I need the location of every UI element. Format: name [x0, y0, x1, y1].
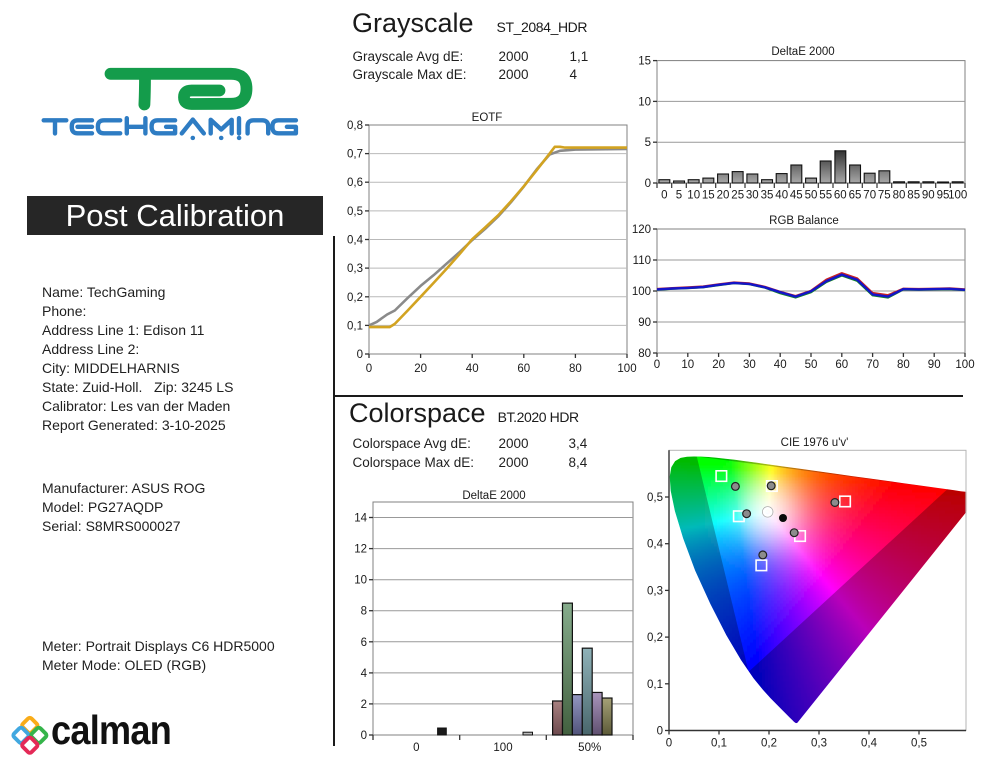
svg-text:20: 20 [712, 359, 725, 371]
svg-text:0,1: 0,1 [347, 320, 363, 332]
svg-text:8: 8 [361, 606, 367, 618]
svg-text:10: 10 [354, 575, 367, 587]
svg-text:0,8: 0,8 [347, 120, 363, 132]
svg-text:10: 10 [681, 359, 694, 371]
svg-text:0,6: 0,6 [347, 177, 363, 189]
svg-text:120: 120 [632, 224, 651, 236]
svg-text:80: 80 [897, 359, 910, 371]
svg-text:0,3: 0,3 [347, 263, 363, 275]
svg-text:80: 80 [638, 348, 651, 360]
svg-text:85: 85 [907, 190, 920, 202]
svg-text:10: 10 [638, 96, 651, 108]
svg-text:10: 10 [687, 190, 700, 202]
svg-text:70: 70 [866, 359, 879, 371]
svg-text:DeltaE 2000: DeltaE 2000 [462, 490, 525, 502]
svg-text:50%: 50% [578, 742, 601, 754]
svg-text:0: 0 [366, 363, 372, 375]
svg-text:0,2: 0,2 [347, 292, 363, 304]
svg-text:0: 0 [661, 190, 667, 202]
svg-text:50: 50 [805, 190, 818, 202]
svg-text:0,5: 0,5 [347, 206, 363, 218]
svg-text:35: 35 [761, 190, 774, 202]
svg-text:90: 90 [928, 359, 941, 371]
svg-text:80: 80 [569, 363, 582, 375]
svg-text:60: 60 [835, 359, 848, 371]
svg-text:0: 0 [357, 349, 363, 361]
svg-text:40: 40 [466, 363, 479, 375]
svg-text:0: 0 [654, 359, 660, 371]
svg-text:45: 45 [790, 190, 803, 202]
svg-text:40: 40 [774, 359, 787, 371]
svg-text:14: 14 [354, 513, 367, 525]
svg-text:0: 0 [645, 178, 651, 190]
svg-text:100: 100 [955, 359, 974, 371]
svg-text:EOTF: EOTF [472, 112, 503, 124]
svg-text:80: 80 [893, 190, 906, 202]
svg-text:CIE 1976 u'v': CIE 1976 u'v' [781, 437, 849, 449]
svg-text:65: 65 [849, 190, 862, 202]
svg-text:60: 60 [834, 190, 847, 202]
svg-text:15: 15 [702, 190, 715, 202]
svg-text:DeltaE 2000: DeltaE 2000 [771, 46, 834, 58]
svg-text:25: 25 [731, 190, 744, 202]
svg-text:40: 40 [775, 190, 788, 202]
svg-text:20: 20 [717, 190, 730, 202]
svg-text:90: 90 [922, 190, 935, 202]
svg-text:0: 0 [413, 742, 419, 754]
svg-text:5: 5 [645, 137, 651, 149]
svg-text:RGB Balance: RGB Balance [769, 215, 839, 227]
svg-text:2: 2 [361, 699, 367, 711]
svg-text:20: 20 [414, 363, 427, 375]
svg-text:5: 5 [676, 190, 682, 202]
svg-text:95: 95 [937, 190, 950, 202]
svg-text:100: 100 [948, 190, 967, 202]
svg-text:90: 90 [638, 317, 651, 329]
svg-text:70: 70 [863, 190, 876, 202]
svg-text:6: 6 [361, 637, 367, 649]
svg-text:0,4: 0,4 [347, 235, 364, 247]
svg-text:0: 0 [361, 730, 367, 742]
svg-text:100: 100 [617, 363, 636, 375]
svg-text:50: 50 [805, 359, 818, 371]
svg-text:15: 15 [638, 56, 651, 68]
svg-text:30: 30 [743, 359, 756, 371]
svg-text:0,7: 0,7 [347, 149, 363, 161]
svg-text:60: 60 [517, 363, 530, 375]
svg-text:12: 12 [354, 544, 367, 556]
svg-text:75: 75 [878, 190, 891, 202]
svg-text:55: 55 [819, 190, 832, 202]
svg-text:4: 4 [361, 668, 368, 680]
svg-text:100: 100 [632, 286, 651, 298]
svg-text:110: 110 [633, 255, 651, 267]
svg-text:100: 100 [493, 742, 512, 754]
svg-text:30: 30 [746, 190, 759, 202]
